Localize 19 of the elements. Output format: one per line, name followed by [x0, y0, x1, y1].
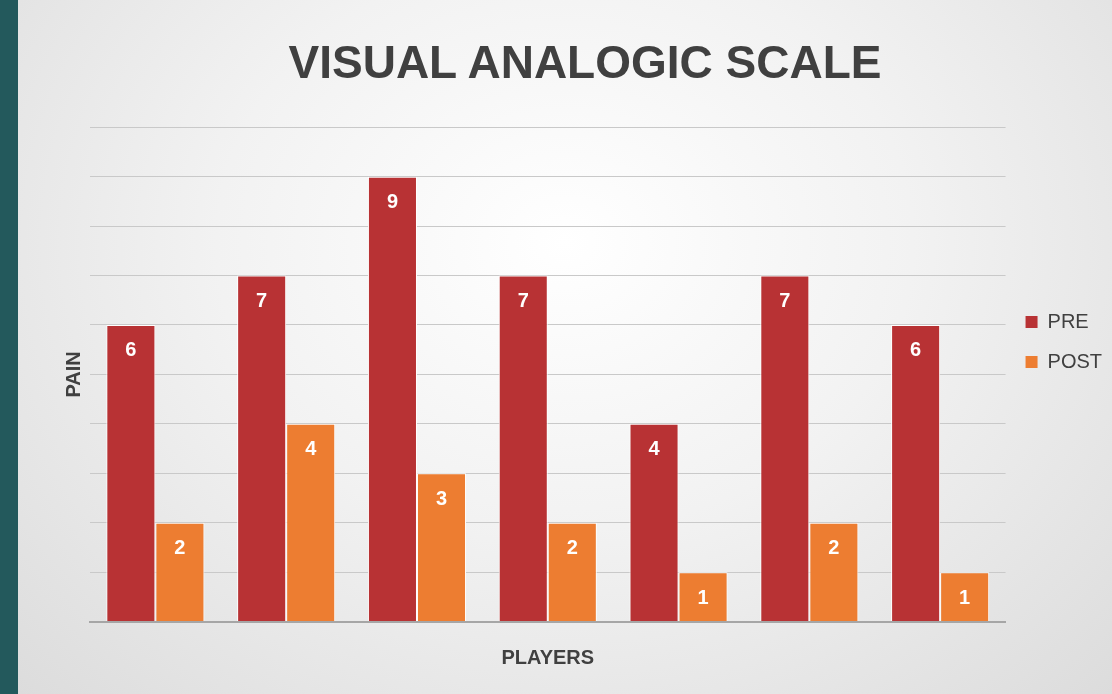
data-label: 7 — [256, 289, 268, 312]
legend-label: PRE — [1047, 309, 1089, 332]
data-label: 2 — [174, 536, 186, 559]
data-label: 1 — [697, 585, 709, 608]
data-label: 6 — [910, 338, 922, 361]
data-label: 2 — [828, 536, 840, 559]
data-label: 6 — [125, 338, 137, 361]
data-label: 9 — [386, 190, 399, 213]
data-label: 7 — [517, 289, 529, 312]
data-label: 3 — [435, 486, 448, 509]
chart-title: VISUAL ANALOGIC SCALE — [288, 36, 882, 89]
data-label: 1 — [959, 585, 971, 608]
data-label: 2 — [566, 536, 578, 559]
data-label: 4 — [305, 437, 318, 460]
y-axis-title: PAIN — [61, 351, 84, 398]
data-label: 4 — [648, 437, 661, 460]
data-label: 7 — [779, 289, 791, 312]
x-axis-title: PLAYERS — [501, 645, 595, 668]
legend-label: POST — [1047, 349, 1102, 372]
